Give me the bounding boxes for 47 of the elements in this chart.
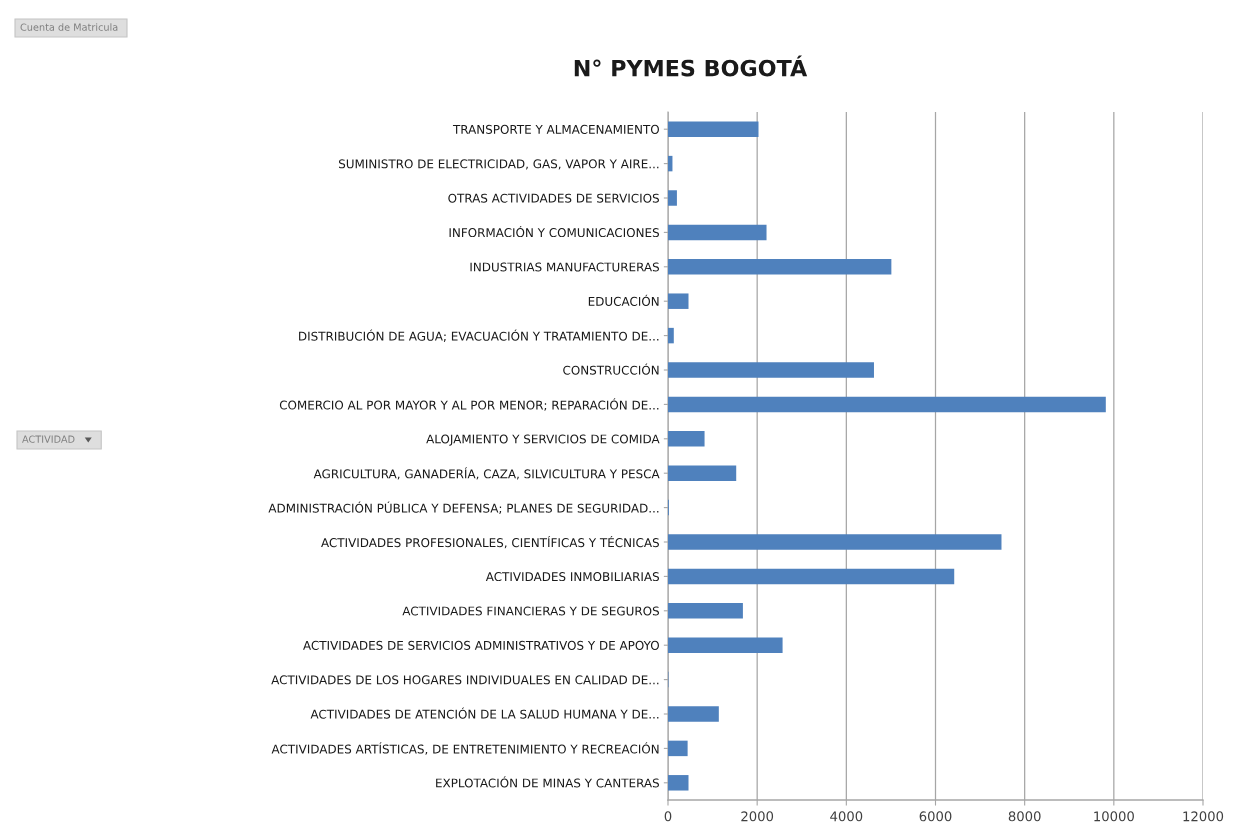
- x-tick-label: 6000: [919, 811, 952, 822]
- bar: [668, 431, 705, 447]
- y-tick-label: OTRAS ACTIVIDADES DE SERVICIOS: [448, 193, 659, 203]
- x-tick-label: 0: [664, 811, 672, 822]
- y-tick-label: EDUCACIÓN: [588, 294, 659, 306]
- y-tick-label: ACTIVIDADES DE LOS HOGARES INDIVIDUALES EN CALIDAD DE...: [271, 675, 659, 685]
- y-tick-label: TRANSPORTE Y ALMACENAMIENTO: [452, 124, 659, 134]
- y-tick-label: ACTIVIDADES INMOBILIARIAS: [485, 572, 659, 582]
- y-tick-label: EXPLOTACIÓN DE MINAS Y CANTERAS: [436, 776, 659, 788]
- bar: [668, 121, 759, 137]
- bar: [668, 224, 767, 241]
- x-tick-label: 12000: [1183, 811, 1224, 822]
- y-tick-label: DISTRIBUCIÓN DE AGUA; EVACUACIÓN Y TRATAMIENTO DE...: [299, 329, 659, 342]
- bar: [668, 740, 688, 757]
- text: Cuenta de Matricula: [20, 23, 118, 31]
- y-tick-label: ACTIVIDADES DE SERVICIOS ADMINISTRATIVOS Y DE APOYO: [303, 640, 659, 650]
- x-tick-label: 8000: [1008, 811, 1041, 822]
- y-tick-label: COMERCIO AL POR MAYOR Y AL POR MENOR; REPARACIÓN DE...: [279, 398, 659, 411]
- y-tick-label: ALOJAMIENTO Y SERVICIOS DE COMIDA: [426, 434, 660, 446]
- bar: [668, 293, 689, 309]
- bar: [668, 190, 677, 206]
- y-tick-label: INDUSTRIAS MANUFACTURERAS: [470, 262, 659, 272]
- bar: [668, 775, 689, 791]
- y-tick-label: ACTIVIDADES PROFESIONALES, CIENTÍFICAS Y TÉCNICAS: [321, 535, 659, 549]
- x-tick-label: 4000: [830, 811, 863, 822]
- bar: [668, 327, 674, 344]
- y-tick-label: ACTIVIDADES FINANCIERAS Y DE SEGUROS: [402, 606, 659, 616]
- y-tick-label: CONSTRUCCIÓN: [563, 363, 659, 375]
- y-tick-label: ACTIVIDADES DE ATENCIÓN DE LA SALUD HUMANA Y DE...: [310, 707, 659, 719]
- bar: [668, 534, 1002, 550]
- x-tick-label: 10000: [1094, 811, 1134, 822]
- y-tick-label: ACTIVIDADES ARTÍSTICAS, DE ENTRETENIMIENTO Y RECREACIÓN: [271, 742, 659, 755]
- x-tick-label: 2000: [741, 811, 774, 822]
- bar: [668, 637, 783, 653]
- y-tick-label: AGRICULTURA, GANADERÍA, CAZA, SILVICULTURA Y PESCA: [313, 467, 660, 480]
- bar: [668, 465, 737, 481]
- bar: [668, 259, 892, 275]
- bar: [668, 706, 719, 722]
- bar: [668, 603, 743, 619]
- y-tick-label: ADMINISTRACIÓN PÚBLICA Y DEFENSA; PLANES DE SEGURIDAD...: [268, 501, 659, 514]
- y-tick-label: SUMINISTRO DE ELECTRICIDAD, GAS, VAPOR Y AIRE...: [339, 159, 659, 170]
- bar: [668, 396, 1106, 413]
- chart-title: N° PYMES BOGOTÁ: [574, 55, 808, 77]
- y-tick-label: INFORMACIÓN Y COMUNICACIONES: [449, 225, 659, 238]
- bar: [668, 362, 874, 378]
- text: ACTIVIDAD: [22, 435, 75, 443]
- bar: [668, 568, 955, 585]
